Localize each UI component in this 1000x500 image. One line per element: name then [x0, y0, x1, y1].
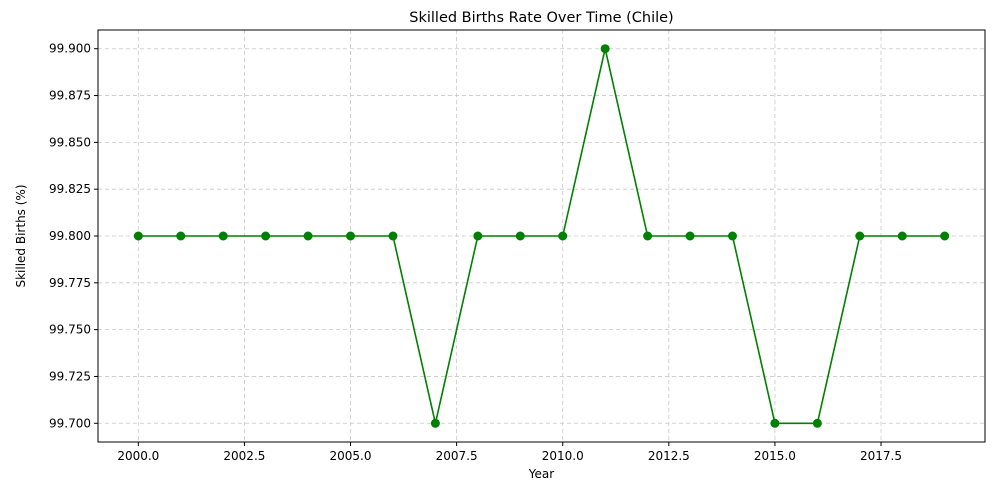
- x-tick-label: 2007.5: [436, 449, 478, 463]
- y-tick-label: 99.700: [49, 416, 91, 430]
- y-tick-label: 99.825: [49, 182, 91, 196]
- y-tick-label: 99.750: [49, 323, 91, 337]
- chart-title: Skilled Births Rate Over Time (Chile): [409, 10, 673, 26]
- axis-ticks: 2000.0 2002.5 2005.0 2007.5 2010.0 2012.5 2015…: [49, 42, 902, 463]
- data-point: [515, 231, 525, 241]
- y-axis-label: Skilled Births (%): [14, 184, 28, 287]
- x-tick-label: 2005.0: [330, 449, 372, 463]
- data-point: [133, 231, 143, 241]
- y-tick-label: 99.875: [49, 89, 91, 103]
- x-axis-label: Year: [528, 467, 554, 481]
- data-point: [473, 231, 483, 241]
- data-point: [812, 418, 822, 428]
- data-point: [176, 231, 186, 241]
- x-tick-label: 2010.0: [542, 449, 584, 463]
- data-point: [261, 231, 271, 241]
- y-tick-label: 99.775: [49, 276, 91, 290]
- data-point: [897, 231, 907, 241]
- series-line: [138, 48, 945, 425]
- data-point: [303, 231, 313, 241]
- data-point: [643, 231, 653, 241]
- y-tick-label: 99.850: [49, 135, 91, 149]
- data-point: [218, 231, 228, 241]
- y-tick-label: 99.800: [49, 229, 91, 243]
- y-tick-label: 99.900: [49, 42, 91, 56]
- series-layer: [133, 44, 950, 428]
- data-point: [940, 231, 950, 241]
- data-point: [430, 418, 440, 428]
- data-point: [727, 231, 737, 241]
- y-tick-label: 99.725: [49, 369, 91, 383]
- data-point: [558, 231, 568, 241]
- data-point: [600, 44, 610, 54]
- x-tick-label: 2012.5: [648, 449, 690, 463]
- data-point: [346, 231, 356, 241]
- x-tick-label: 2017.5: [860, 449, 902, 463]
- x-tick-label: 2015.0: [754, 449, 796, 463]
- x-tick-label: 2002.5: [223, 449, 265, 463]
- x-tick-label: 2000.0: [117, 449, 159, 463]
- data-point: [685, 231, 695, 241]
- data-point: [388, 231, 398, 241]
- data-point: [770, 418, 780, 428]
- data-point: [855, 231, 865, 241]
